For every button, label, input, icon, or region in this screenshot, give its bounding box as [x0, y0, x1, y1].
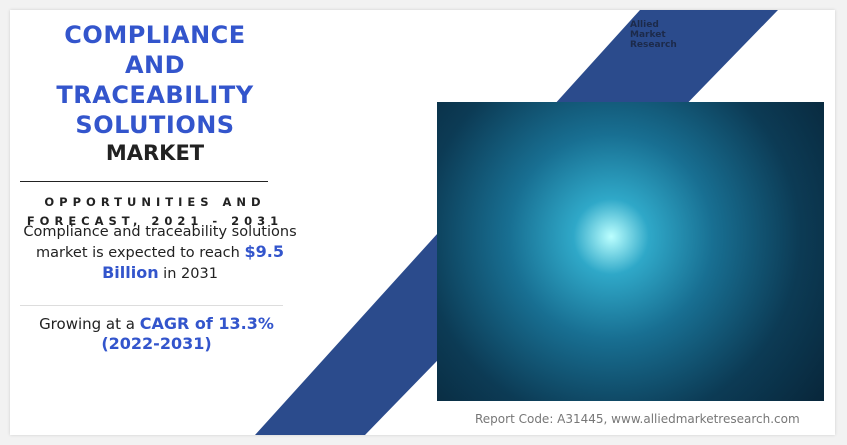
- market-value: $9.5 Billion: [102, 242, 284, 282]
- description-text: Compliance and traceability solutions ma…: [23, 224, 297, 261]
- title-line: COMPLIANCE: [64, 21, 246, 49]
- logo-text: Allied: [630, 20, 659, 30]
- title-line: SOLUTIONS: [75, 111, 235, 139]
- title-line: AND: [124, 51, 186, 79]
- market-label: MARKET: [105, 141, 205, 165]
- cagr-value: CAGR of 13.3% (2022-2031): [101, 314, 274, 353]
- growth-pre: Growing at a: [39, 315, 140, 333]
- opportunities-label: OPPORTUNITIES AND FORECAST, 2021 - 2031: [26, 195, 284, 228]
- growth-text: Growing at a CAGR of 13.3% (2022-2031): [20, 314, 293, 354]
- allied-market-research-logo: Allied Market Research: [630, 20, 677, 50]
- logo-text: Research: [630, 40, 677, 50]
- divider: [20, 181, 268, 182]
- description-text: in 2031: [158, 266, 218, 282]
- title-block: COMPLIANCE AND TRACEABILITY SOLUTIONS MA…: [20, 20, 290, 166]
- report-code: Report Code: A31445, www.alliedmarketres…: [475, 412, 800, 426]
- title-line: TRACEABILITY: [56, 81, 254, 109]
- infographic-card: COMPLIANCE AND TRACEABILITY SOLUTIONS MA…: [10, 10, 835, 435]
- divider: [20, 305, 283, 306]
- market-description: Compliance and traceability solutions ma…: [20, 223, 300, 284]
- fingerprint-tablet-image: [437, 102, 824, 401]
- logo-text: Market: [630, 30, 666, 40]
